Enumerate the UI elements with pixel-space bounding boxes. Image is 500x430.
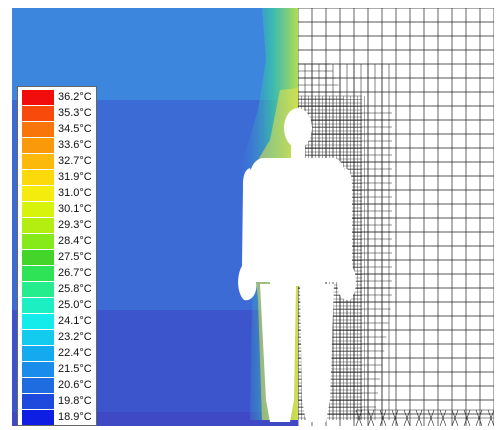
head — [284, 108, 312, 148]
legend-label: 25.8°C — [58, 283, 92, 295]
legend-label: 31.0°C — [58, 187, 92, 199]
field-upper-band — [12, 8, 298, 100]
legend-row: 32.7°C — [18, 153, 96, 169]
legend-swatch — [22, 282, 54, 297]
legend-label: 19.8°C — [58, 395, 92, 407]
legend-row: 31.9°C — [18, 169, 96, 185]
legend-label: 36.2°C — [58, 91, 92, 103]
legend-swatch — [22, 154, 54, 169]
right-arm — [336, 168, 356, 301]
legend-label: 25.0°C — [58, 299, 92, 311]
legend-label: 27.5°C — [58, 251, 92, 263]
legend-label: 31.9°C — [58, 171, 92, 183]
legend-label: 24.1°C — [58, 315, 92, 327]
legend-row: 34.5°C — [18, 121, 96, 137]
legend-row: 36.2°C — [18, 89, 96, 105]
legend-label: 28.4°C — [58, 235, 92, 247]
left-leg — [260, 284, 296, 422]
legend-row: 18.9°C — [18, 409, 96, 425]
legend-row: 31.0°C — [18, 185, 96, 201]
legend-swatch — [22, 362, 54, 377]
legend-swatch — [22, 378, 54, 393]
legend-row: 22.4°C — [18, 345, 96, 361]
legend-row: 26.7°C — [18, 265, 96, 281]
legend-row: 30.1°C — [18, 201, 96, 217]
legend-row: 19.8°C — [18, 393, 96, 409]
neck — [291, 144, 305, 158]
legend-swatch — [22, 186, 54, 201]
legend-label: 29.3°C — [58, 219, 92, 231]
legend-label: 26.7°C — [58, 267, 92, 279]
legend-row: 21.5°C — [18, 361, 96, 377]
legend-row: 35.3°C — [18, 105, 96, 121]
legend-swatch — [22, 330, 54, 345]
legend-row: 25.8°C — [18, 281, 96, 297]
legend-row: 29.3°C — [18, 217, 96, 233]
legend-row: 27.5°C — [18, 249, 96, 265]
legend-label: 18.9°C — [58, 411, 92, 423]
legend-swatch — [22, 218, 54, 233]
legend-swatch — [22, 346, 54, 361]
legend-label: 20.6°C — [58, 379, 92, 391]
legend-label: 33.6°C — [58, 139, 92, 151]
legend-swatch — [22, 250, 54, 265]
human-silhouette — [238, 108, 356, 422]
legend-label: 22.4°C — [58, 347, 92, 359]
legend-label: 35.3°C — [58, 107, 92, 119]
legend-swatch — [22, 266, 54, 281]
right-leg — [300, 284, 334, 422]
legend-row: 23.2°C — [18, 329, 96, 345]
legend-swatch — [22, 298, 54, 313]
legend-row: 24.1°C — [18, 313, 96, 329]
legend-swatch — [22, 410, 54, 425]
legend-label: 21.5°C — [58, 363, 92, 375]
legend-swatch — [22, 90, 54, 105]
temperature-legend: 36.2°C 35.3°C 34.5°C 33.6°C 32.7°C 31.9°C 31.0… — [17, 86, 97, 426]
legend-swatch — [22, 202, 54, 217]
legend-row: 25.0°C — [18, 297, 96, 313]
legend-swatch — [22, 314, 54, 329]
legend-row: 28.4°C — [18, 233, 96, 249]
left-arm — [238, 168, 258, 301]
legend-label: 30.1°C — [58, 203, 92, 215]
legend-label: 34.5°C — [58, 123, 92, 135]
legend-row: 33.6°C — [18, 137, 96, 153]
legend-row: 20.6°C — [18, 377, 96, 393]
legend-swatch — [22, 106, 54, 121]
torso — [250, 158, 345, 286]
floor-mesh-grid — [355, 409, 494, 426]
legend-label: 23.2°C — [58, 331, 92, 343]
legend-swatch — [22, 138, 54, 153]
legend-swatch — [22, 170, 54, 185]
legend-label: 32.7°C — [58, 155, 92, 167]
legend-swatch — [22, 394, 54, 409]
legend-swatch — [22, 234, 54, 249]
legend-swatch — [22, 122, 54, 137]
